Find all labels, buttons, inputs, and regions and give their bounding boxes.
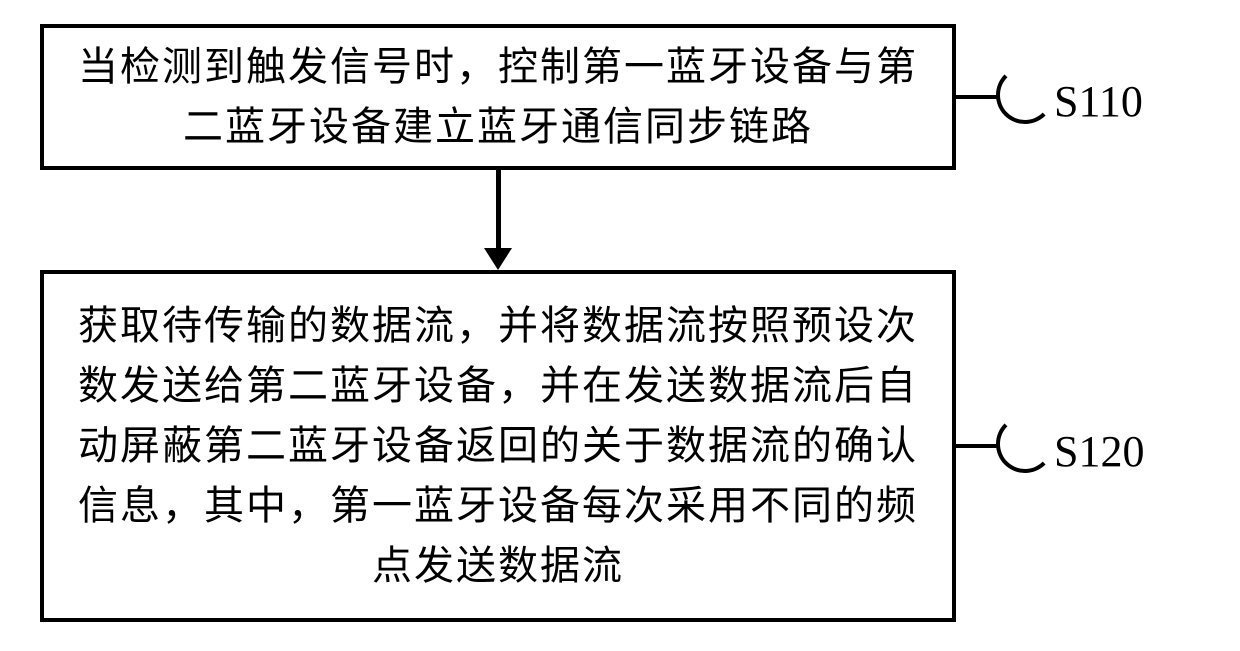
step-label-s110: S110 [1054, 76, 1143, 127]
flow-step-1-text: 当检测到触发信号时，控制第一蓝牙设备与第二蓝牙设备建立蓝牙通信同步链路 [72, 37, 924, 157]
flow-step-2: 获取待传输的数据流，并将数据流按照预设次数发送给第二蓝牙设备，并在发送数据流后自… [40, 270, 956, 622]
flow-step-1: 当检测到触发信号时，控制第一蓝牙设备与第二蓝牙设备建立蓝牙通信同步链路 [40, 24, 956, 170]
flow-step-2-text: 获取待传输的数据流，并将数据流按照预设次数发送给第二蓝牙设备，并在发送数据流后自… [72, 296, 924, 596]
step-label-s120: S120 [1054, 426, 1144, 477]
connector-line-2 [956, 444, 1000, 448]
arrow-head-icon [484, 248, 512, 270]
arrow-shaft [496, 170, 501, 250]
connector-curve-1 [996, 66, 1054, 124]
connector-curve-2 [996, 415, 1054, 473]
connector-line-1 [956, 95, 1000, 99]
